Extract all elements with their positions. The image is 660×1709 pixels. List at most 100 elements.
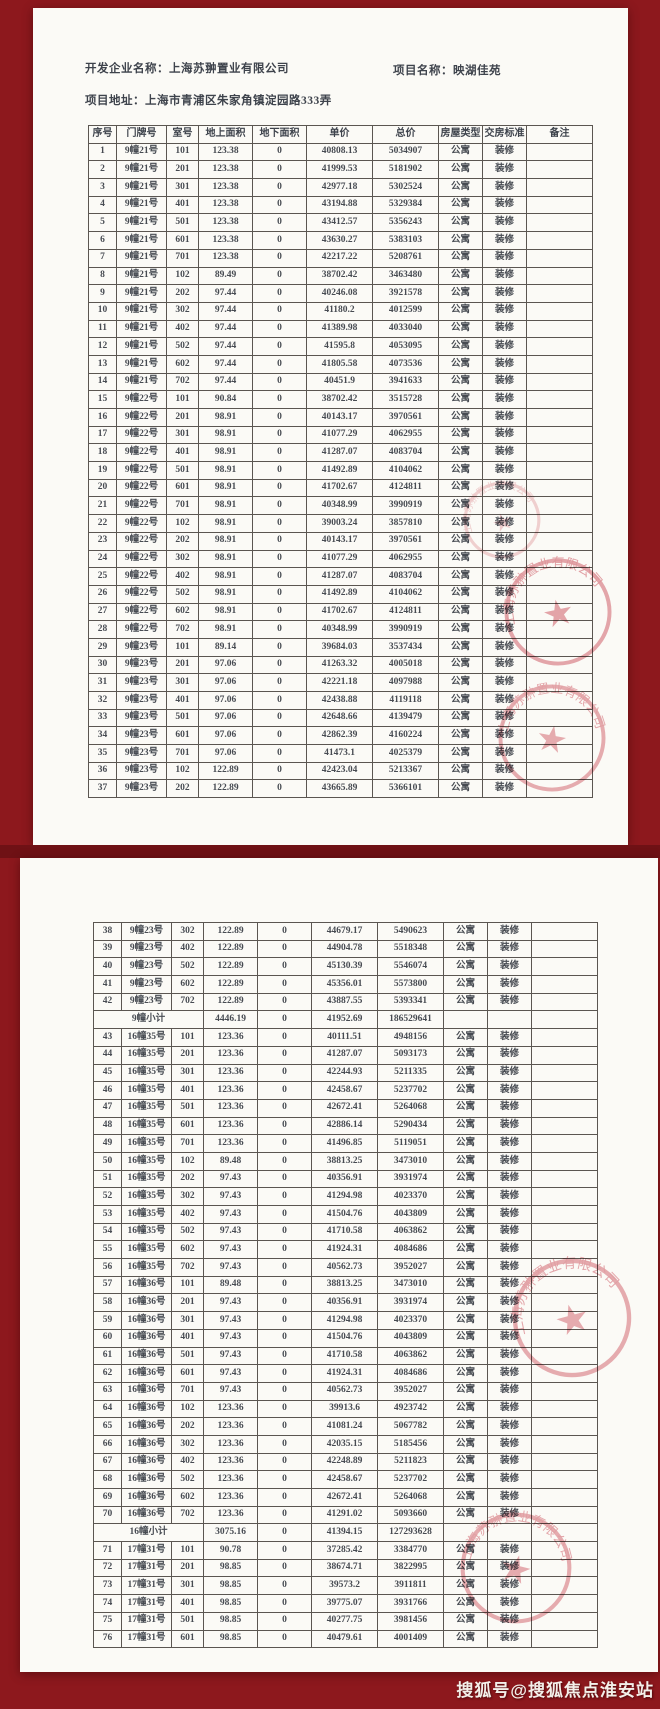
cell: 公寓 (443, 1452, 488, 1472)
table-row: 73 17幢31号 301 98.85 0 39573.2 3911811 公寓 装修 (93, 1576, 598, 1596)
table-row: 4 9幢21号 401 123.38 0 43194.88 5329384 公寓 装修 (88, 195, 593, 215)
cell: 公寓 (438, 779, 483, 799)
cell: 59 (93, 1311, 122, 1330)
cell: 9幢21号 (116, 372, 167, 392)
cell: 602 (171, 975, 204, 994)
cell: 4104062 (372, 584, 439, 604)
project-name: 映湖佳苑 (453, 65, 501, 77)
column-header: 地下面积 (252, 125, 307, 144)
cell: 4062955 (372, 549, 439, 569)
table-row: 18 9幢22号 401 98.91 0 41287.07 4083704 公寓 装修 (88, 443, 593, 463)
cell (526, 354, 593, 374)
cell: 201 (166, 160, 199, 180)
table-row: 39 9幢23号 402 122.89 0 44904.78 5518348 公寓 装修 (93, 939, 598, 959)
cell: 16幢35号 (121, 1116, 172, 1136)
cell: 50 (93, 1151, 122, 1171)
cell: 装修 (487, 1081, 532, 1100)
table-row: 16 9幢22号 201 98.91 0 40143.17 3970561 公寓 装修 (88, 408, 593, 427)
cell: 302 (171, 1187, 204, 1206)
cell: 20 (88, 478, 117, 498)
table-row: 9 9幢21号 202 97.44 0 40246.08 3921578 公寓 装修 (88, 284, 593, 303)
cell: 402 (171, 1452, 204, 1472)
cell: 4053095 (372, 337, 439, 356)
cell: 公寓 (438, 408, 483, 427)
cell: 601 (166, 478, 199, 498)
cell: 装修 (487, 1611, 532, 1631)
cell: 公寓 (438, 372, 483, 392)
cell (531, 1293, 598, 1313)
cell (531, 1169, 598, 1189)
cell: 44 (93, 1045, 122, 1065)
cell (531, 1098, 598, 1118)
cell: 公寓 (438, 266, 483, 286)
cell: 17幢31号 (121, 1611, 172, 1631)
cell: 97.43 (203, 1222, 258, 1242)
cell: 14 (88, 372, 117, 392)
cell: 41077.29 (306, 549, 373, 569)
cell: 41595.8 (306, 337, 373, 356)
cell: 装修 (487, 922, 532, 941)
table-row: 24 9幢22号 302 98.91 0 41077.29 4062955 公寓 装修 (88, 549, 593, 569)
cell: 24 (88, 549, 117, 569)
cell: 公寓 (438, 514, 483, 533)
cell: 0 (257, 1381, 312, 1401)
cell: 202 (166, 284, 199, 303)
cell: 301 (166, 425, 199, 445)
cell: 74 (93, 1594, 122, 1613)
cell: 58 (93, 1293, 122, 1313)
cell: 装修 (482, 354, 527, 374)
address-line: 项目地址：上海市青浦区朱家角镇淀园路333弄 (85, 92, 332, 108)
cell: 装修 (482, 178, 527, 197)
cell: 4012599 (372, 301, 439, 321)
cell (531, 1346, 598, 1366)
cell (526, 691, 593, 710)
cell: 0 (257, 1346, 312, 1366)
cell: 5213367 (372, 761, 439, 781)
cell: 41492.89 (306, 461, 373, 480)
cell: 0 (257, 1629, 312, 1649)
cell: 公寓 (443, 922, 488, 941)
cell: 3931766 (377, 1594, 444, 1613)
cell: 装修 (487, 1505, 532, 1525)
cell: 41081.24 (311, 1417, 378, 1436)
cell: 装修 (487, 1381, 532, 1401)
cell: 101 (171, 1275, 204, 1295)
cell: 装修 (482, 319, 527, 339)
cell: 123.38 (198, 231, 253, 250)
cell: 9幢22号 (116, 531, 167, 551)
cell: 123.36 (203, 1505, 258, 1525)
cell (531, 1045, 598, 1065)
cell: 401 (166, 443, 199, 463)
cell: 42458.67 (311, 1470, 378, 1489)
cell: 5237702 (377, 1081, 444, 1100)
cell: 30 (88, 655, 117, 675)
table-row: 66 16幢36号 302 123.36 0 42035.15 5185456 公寓 装修 (93, 1434, 598, 1454)
cell: 16幢36号 (121, 1399, 172, 1419)
cell: 装修 (487, 1417, 532, 1436)
table-row: 34 9幢23号 601 97.06 0 42862.39 4160224 公寓 装修 (88, 726, 593, 746)
cell (526, 372, 593, 392)
cell: 9幢23号 (116, 708, 167, 728)
cell: 9幢22号 (116, 461, 167, 480)
cell: 9幢21号 (116, 354, 167, 374)
cell: 49 (93, 1134, 122, 1153)
cell: 17幢31号 (121, 1576, 172, 1596)
cell: 401 (171, 1081, 204, 1100)
cell: 0 (252, 390, 307, 409)
table-row: 55 16幢35号 602 97.43 0 41924.31 4084686 公寓 装修 (93, 1240, 598, 1260)
cell: 公寓 (443, 1240, 488, 1260)
cell: 0 (257, 1010, 312, 1030)
cell: 装修 (482, 195, 527, 215)
cell: 4104062 (372, 461, 439, 480)
cell: 4139479 (372, 708, 439, 728)
cell: 公寓 (443, 1063, 488, 1083)
cell: 41263.32 (306, 655, 373, 675)
table-row: 1 9幢21号 101 123.38 0 40808.13 5034907 公寓 装修 (88, 142, 593, 162)
cell: 66 (93, 1434, 122, 1454)
cell: 3515728 (372, 390, 439, 409)
cell: 9幢23号 (116, 761, 167, 781)
table-row: 75 17幢31号 501 98.85 0 40277.75 3981456 公寓 装修 (93, 1611, 598, 1631)
cell (526, 408, 593, 427)
cell: 98.91 (198, 408, 253, 427)
cell: 5356243 (372, 213, 439, 233)
